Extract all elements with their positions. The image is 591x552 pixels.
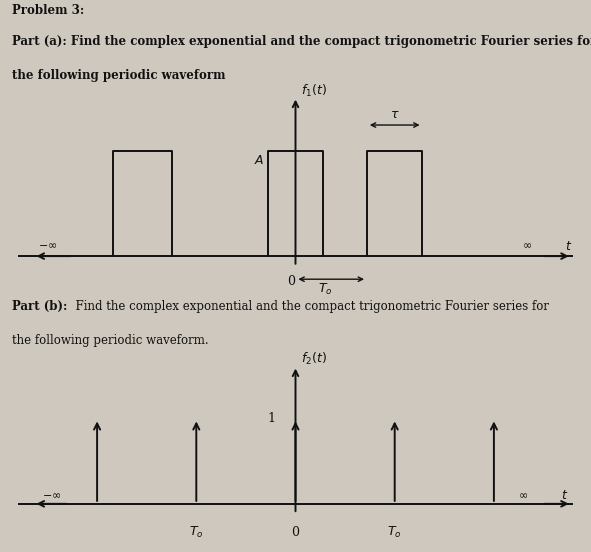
Text: 1: 1	[268, 412, 275, 425]
Text: $-\infty$: $-\infty$	[38, 240, 57, 250]
Text: the following periodic waveform: the following periodic waveform	[12, 69, 225, 82]
Text: $T_o$: $T_o$	[319, 282, 333, 297]
Text: $T_o$: $T_o$	[189, 526, 203, 540]
Text: $\infty$: $\infty$	[522, 240, 532, 250]
Text: Find the complex exponential and the compact trigonometric Fourier series for: Find the complex exponential and the com…	[68, 300, 549, 313]
Text: Problem 3:: Problem 3:	[12, 4, 84, 18]
Text: $t$: $t$	[561, 489, 569, 502]
Text: $-\infty$: $-\infty$	[41, 490, 61, 500]
Text: $T_o$: $T_o$	[388, 526, 402, 540]
Text: Part (a): Find the complex exponential and the compact trigonometric Fourier ser: Part (a): Find the complex exponential a…	[12, 35, 591, 49]
Text: $f_1(t)$: $f_1(t)$	[301, 83, 327, 99]
Text: $\infty$: $\infty$	[518, 490, 528, 500]
Text: Part (b):: Part (b):	[12, 300, 67, 313]
Text: $\tau$: $\tau$	[390, 108, 400, 121]
Text: 0: 0	[291, 526, 300, 539]
Text: the following periodic waveform.: the following periodic waveform.	[12, 334, 209, 347]
Text: $A$: $A$	[254, 154, 265, 167]
Text: 0: 0	[287, 275, 295, 289]
Text: $f_2(t)$: $f_2(t)$	[301, 351, 327, 367]
Text: $t$: $t$	[566, 240, 573, 253]
